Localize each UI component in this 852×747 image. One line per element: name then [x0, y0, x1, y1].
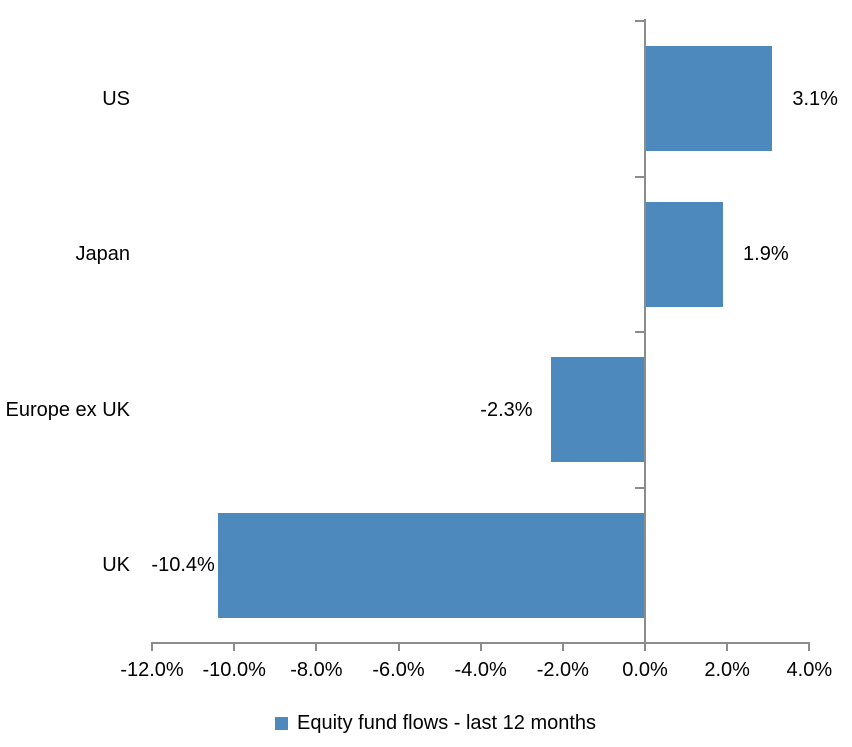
category-label: US: [102, 87, 130, 110]
category-label: Japan: [75, 243, 131, 266]
x-tick-label: -6.0%: [372, 659, 425, 681]
category-label: Europe ex UK: [5, 398, 130, 421]
data-label: 1.9%: [743, 243, 789, 266]
y-axis-tick: [635, 486, 644, 489]
y-axis-tick: [635, 331, 644, 333]
x-axis-tick: [479, 642, 482, 651]
data-label: -10.4%: [151, 554, 215, 577]
y-axis-line: [644, 19, 646, 644]
data-label: 3.1%: [792, 87, 838, 110]
x-tick-label: -4.0%: [454, 659, 507, 681]
category-label: UK: [102, 554, 130, 577]
x-axis-tick: [726, 642, 729, 651]
x-axis-tick: [233, 642, 236, 651]
bar: [646, 201, 724, 307]
legend: Equity fund flows - last 12 months: [275, 710, 596, 736]
legend-label: Equity fund flows - last 12 months: [297, 712, 597, 734]
x-tick-label: 4.0%: [786, 659, 833, 681]
x-axis-tick: [315, 642, 318, 651]
x-axis-tick: [397, 642, 400, 651]
x-axis-tick: [561, 642, 564, 651]
bar: [646, 46, 773, 152]
y-axis-tick: [635, 175, 644, 178]
x-tick-label: 2.0%: [704, 659, 750, 681]
bar: [217, 512, 644, 618]
x-tick-label: -2.0%: [536, 659, 589, 681]
bar: [550, 357, 644, 463]
x-tick-label: 0.0%: [622, 659, 668, 681]
x-axis-tick: [151, 642, 154, 651]
data-label: -2.3%: [480, 398, 533, 421]
legend-swatch-icon: [275, 716, 288, 730]
y-axis-tick: [635, 20, 644, 22]
x-tick-label: -8.0%: [290, 659, 343, 681]
x-axis-tick: [644, 642, 646, 651]
x-axis-tick: [808, 642, 811, 651]
x-tick-label: -10.0%: [202, 659, 266, 681]
x-tick-label: -12.0%: [120, 659, 184, 681]
